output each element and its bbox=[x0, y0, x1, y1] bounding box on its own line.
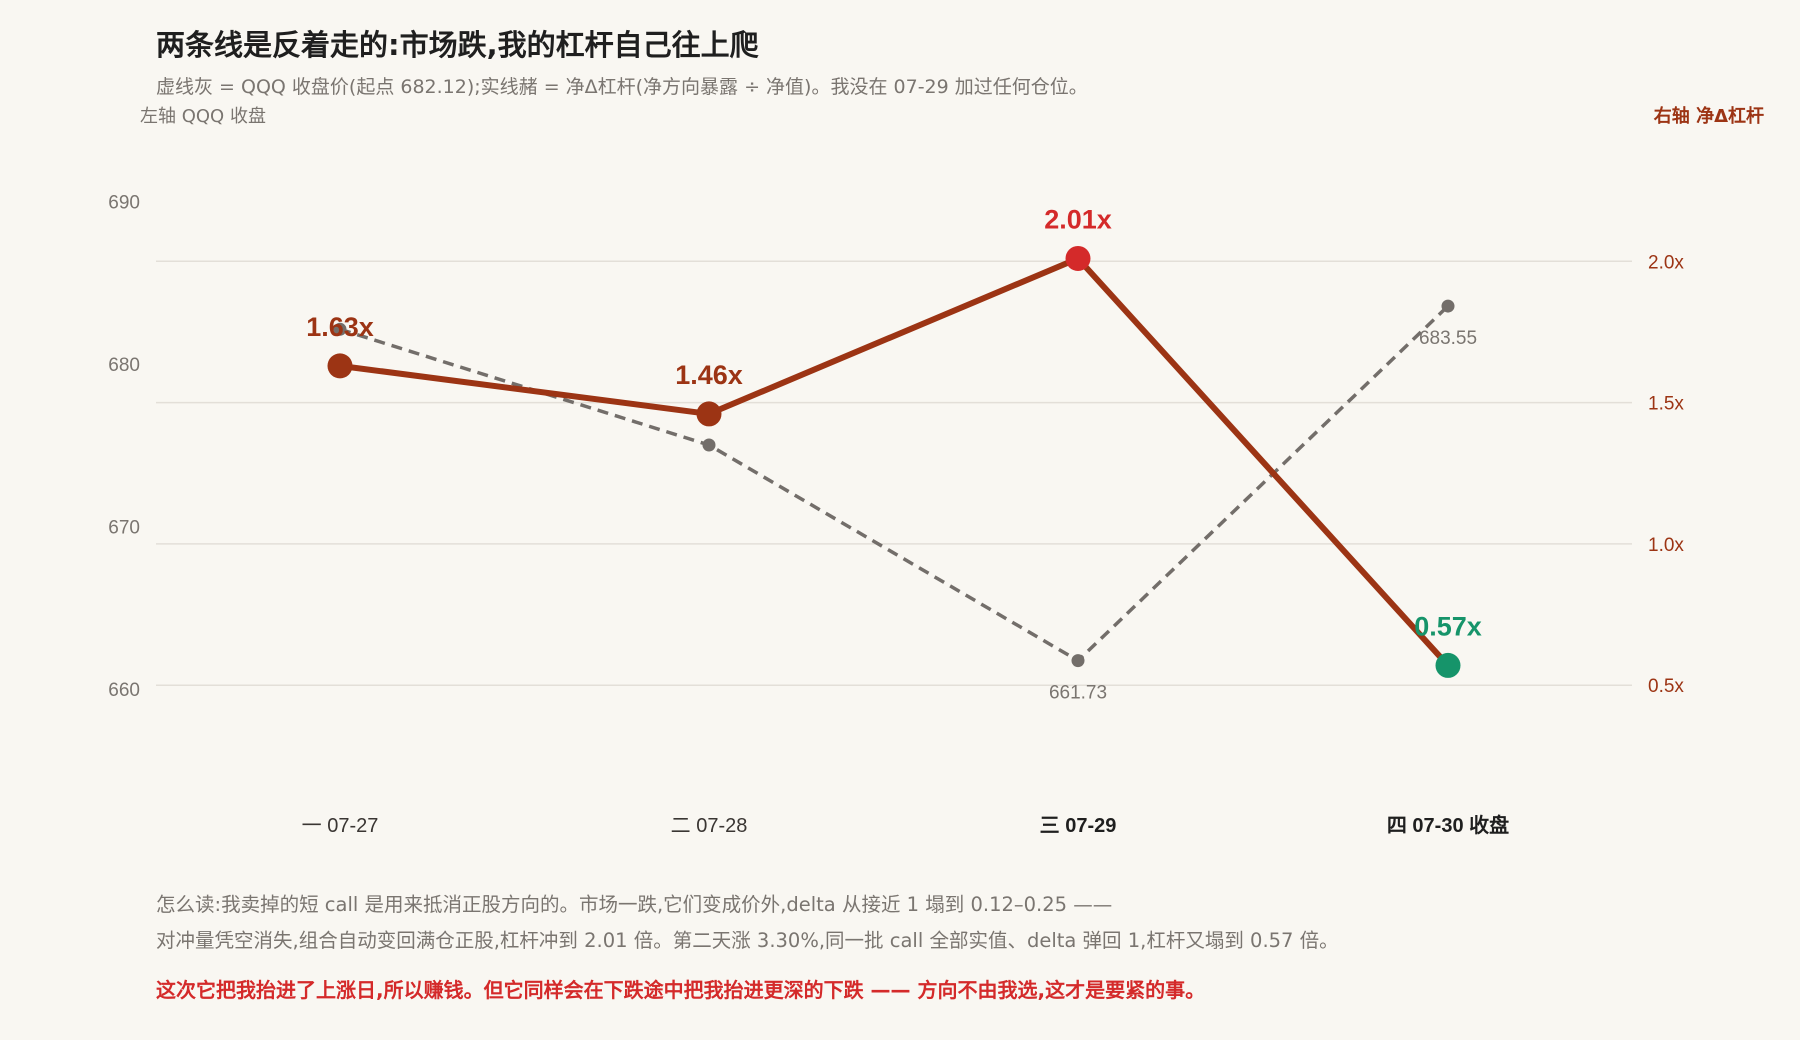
left-axis-tick-label: 680 bbox=[108, 355, 140, 376]
footer-line-1: 怎么读:我卖掉的短 call 是用来抵消正股方向的。市场一跌,它们变成价外,de… bbox=[156, 893, 1113, 916]
series bbox=[327, 245, 1461, 678]
left-axis-tick-label: 690 bbox=[108, 192, 140, 213]
leverage-point bbox=[327, 353, 353, 379]
right-axis: 0.5x 1.0x 1.5x 2.0x bbox=[1648, 252, 1684, 697]
leverage-point bbox=[696, 401, 722, 427]
right-axis-tick-label: 1.5x bbox=[1648, 394, 1684, 415]
dual-axis-line-chart: 660 670 680 690 0.5x 1.0x 1.5x 2.0x 661.73 683.… bbox=[108, 192, 1684, 837]
gridlines bbox=[156, 260, 1632, 686]
leverage-value-label: 0.57x bbox=[1414, 611, 1482, 641]
net-delta-leverage-line bbox=[337, 255, 1451, 669]
left-axis-tick-label: 670 bbox=[108, 517, 140, 538]
footer-emphasis-line: 这次它把我抬进了上涨日,所以赚钱。但它同样会在下跌途中把我抬进更深的下跌 —— … bbox=[156, 978, 1206, 1002]
right-axis-note: 右轴 净Δ杠杆 bbox=[1653, 106, 1764, 127]
leverage-value-label: 2.01x bbox=[1044, 204, 1112, 234]
point-labels: 661.73 683.55 1.63x 1.46x 2.01x 0.57x bbox=[306, 204, 1482, 703]
qqq-close-value-label: 661.73 bbox=[1049, 683, 1107, 704]
qqq-close-point bbox=[1071, 654, 1085, 668]
footer-line-2: 对冲量凭空消失,组合自动变回满仓正股,杠杆冲到 2.01 倍。第二天涨 3.30… bbox=[156, 929, 1339, 952]
x-axis-category-label: 二 07-28 bbox=[671, 815, 748, 837]
left-axis-note: 左轴 QQQ 收盘 bbox=[140, 106, 266, 127]
x-axis-category-label: 四 07-30 收盘 bbox=[1387, 813, 1509, 837]
left-axis: 660 670 680 690 bbox=[108, 192, 140, 701]
qqq-close-value-label: 683.55 bbox=[1419, 328, 1477, 349]
x-axis-category-label: 一 07-27 bbox=[302, 815, 379, 837]
leverage-point bbox=[1065, 245, 1091, 271]
right-axis-tick-label: 2.0x bbox=[1648, 252, 1684, 273]
chart-title: 两条线是反着走的:市场跌,我的杠杆自己往上爬 bbox=[156, 28, 759, 62]
chart-subtitle: 虚线灰 = QQQ 收盘价(起点 682.12);实线赭 = 净Δ杠杆(净方向暴… bbox=[156, 76, 1088, 98]
leverage-point bbox=[1435, 652, 1461, 678]
right-axis-tick-label: 0.5x bbox=[1648, 676, 1684, 697]
left-axis-tick-label: 660 bbox=[108, 680, 140, 701]
x-axis: 一 07-27 二 07-28 三 07-29 四 07-30 收盘 bbox=[302, 813, 1509, 837]
leverage-value-label: 1.46x bbox=[675, 360, 743, 390]
qqq-close-line bbox=[339, 304, 1450, 663]
leverage-value-label: 1.63x bbox=[306, 312, 374, 342]
qqq-close-point bbox=[1441, 299, 1455, 313]
right-axis-tick-label: 1.0x bbox=[1648, 535, 1684, 556]
x-axis-category-label: 三 07-29 bbox=[1040, 815, 1117, 837]
qqq-close-point bbox=[333, 322, 347, 336]
qqq-close-point bbox=[702, 438, 716, 452]
